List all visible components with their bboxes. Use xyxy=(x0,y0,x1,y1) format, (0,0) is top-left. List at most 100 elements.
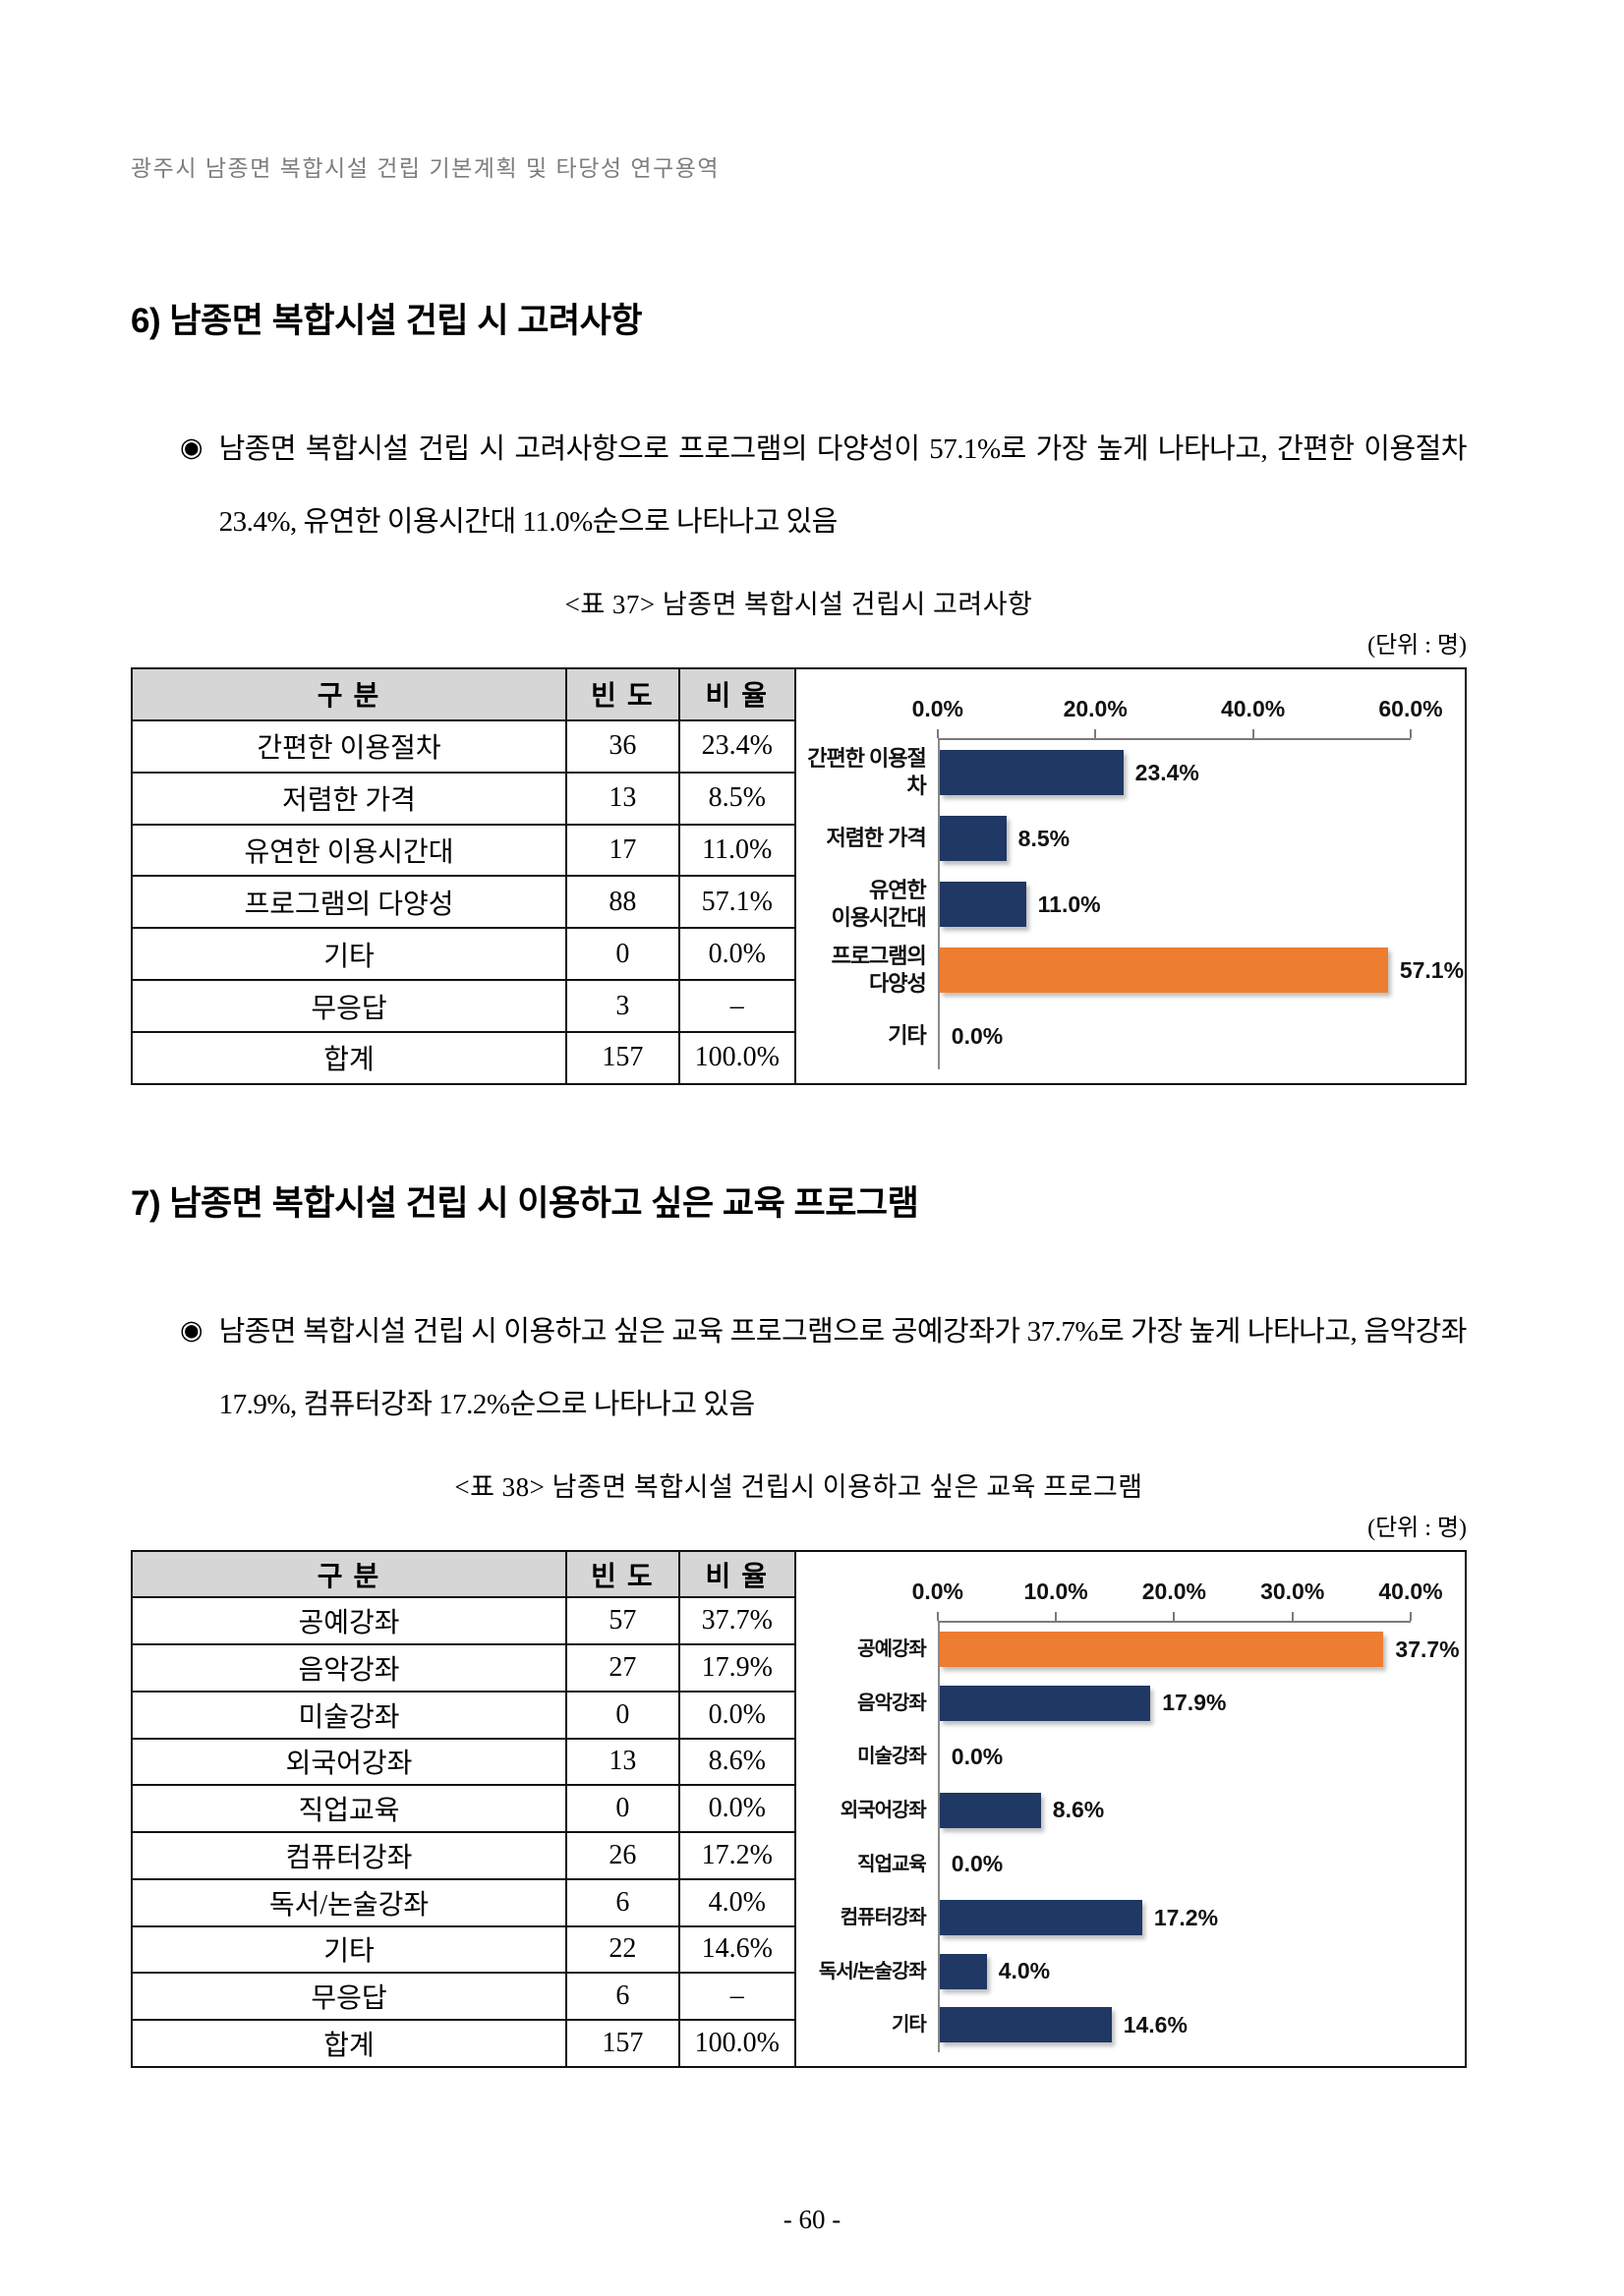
table-37-row: 유연한 이용시간대 17 11.0% xyxy=(131,823,796,878)
chart-38-bar-track: 4.0% xyxy=(937,1944,1411,1999)
table-37-cell: 유연한 이용시간대 xyxy=(131,823,567,878)
chart-38-category-label: 미술강좌 xyxy=(857,1746,927,1768)
table-37-cell: 8.5% xyxy=(677,771,796,826)
chart-38-bar-value: 0.0% xyxy=(951,1743,1004,1769)
table-37-cell: 저렴한 가격 xyxy=(131,771,567,826)
chart-38-plot-area: 공예강좌 37.7% 음악강좌 17.9% 미술강좌 0.0% 외국어강좌 8.6% 직업교육 0… xyxy=(802,1622,1460,2052)
chart-38-bar xyxy=(939,1900,1142,1936)
chart-37-bar xyxy=(939,947,1388,994)
table-38-caption: <표 38> 남종면 복합시설 건립시 이용하고 싶은 교육 프로그램 xyxy=(454,1471,1143,1502)
chart-37-tick-mark xyxy=(1251,728,1254,738)
table-38-cell: 57 xyxy=(564,1596,680,1646)
chart-38-bar-value: 8.6% xyxy=(1052,1797,1105,1823)
table-37-cell: 13 xyxy=(564,771,680,826)
table-37-cell: 3 xyxy=(564,979,680,1033)
table-37-cell: 기타 xyxy=(131,927,567,982)
table-38-cell: 22 xyxy=(564,1924,680,1975)
table-38-cell: 17.2% xyxy=(677,1831,796,1880)
table-38-cell: 14.6% xyxy=(677,1924,796,1975)
chart-38: 0.0% 10.0% 20.0% 30.0% 40.0% 공예강좌 37.7% 음악강좌 17.… xyxy=(795,1549,1467,2068)
chart-37-bar-track: 23.4% xyxy=(937,739,1411,806)
table-37-cell: 23.4% xyxy=(677,718,796,774)
chart-37-tick-label: 20.0% xyxy=(1063,695,1128,721)
chart-38-bar-row: 공예강좌 37.7% xyxy=(802,1622,1460,1677)
table-37-cell: 157 xyxy=(564,1031,680,1085)
table-38-cell: 17.9% xyxy=(677,1643,796,1693)
table-38-cell: 0 xyxy=(564,1690,680,1740)
chart-37-bar-row: 저렴한 가격 8.5% xyxy=(802,805,1411,872)
chart-37-bar-value: 11.0% xyxy=(1037,890,1101,917)
chart-37-tick-label: 60.0% xyxy=(1378,695,1443,721)
chart-38-bar-value: 14.6% xyxy=(1123,2011,1188,2038)
table-38-cell: 0.0% xyxy=(677,1690,796,1740)
chart-37-tick-label: 0.0% xyxy=(911,695,963,721)
chart-37-tick-label: 40.0% xyxy=(1220,695,1286,721)
chart-38-tick-mark xyxy=(1409,1611,1412,1621)
chart-37-bar-value: 23.4% xyxy=(1134,759,1199,785)
chart-38-category-label: 외국어강좌 xyxy=(840,1799,927,1821)
table-37-cell: 57.1% xyxy=(677,875,796,930)
chart-38-bar-row: 직업교육 0.0% xyxy=(802,1837,1411,1891)
table-38-cell: 무응답 xyxy=(131,1972,567,2021)
chart-37-category-label: 유연한 이용시간대 xyxy=(831,877,927,931)
chart-38-bar xyxy=(939,1792,1041,1828)
table-38-cell: 음악강좌 xyxy=(131,1643,567,1693)
chart-37-bar-row: 간편한 이용절차 23.4% xyxy=(802,739,1411,806)
chart-37-category-label: 기타 xyxy=(888,1023,926,1049)
chart-38-tick-label: 20.0% xyxy=(1141,1578,1206,1604)
table-38-cell: 기타 xyxy=(131,1924,567,1975)
table-37-cell: – xyxy=(677,979,796,1033)
table-38-cell: 0 xyxy=(564,1784,680,1834)
table-37-cell: 11.0% xyxy=(677,823,796,878)
chart-37-bar-track: 8.5% xyxy=(937,805,1411,872)
chart-37-bar xyxy=(939,750,1124,796)
chart-38-bar-row: 외국어강좌 8.6% xyxy=(802,1783,1411,1838)
chart-37-bar-row: 기타 0.0% xyxy=(802,1003,1411,1069)
chart-38-bar-track: 17.2% xyxy=(937,1890,1411,1945)
section-6-paragraph-text: 남종면 복합시설 건립 시 고려사항으로 프로그램의 다양성이 57.1%로 가… xyxy=(218,433,1468,538)
table-38-cell: – xyxy=(677,1972,796,2021)
section-6-bullet-paragraph: ◉ 남종면 복합시설 건립 시 고려사항으로 프로그램의 다양성이 57.1%로… xyxy=(131,414,1468,559)
table-37-header-cell: 비 율 xyxy=(677,666,796,721)
chart-38-bar-value: 37.7% xyxy=(1395,1636,1460,1662)
table-38-row: 음악강좌 27 17.9% xyxy=(131,1643,796,1693)
chart-38-tick-label: 0.0% xyxy=(911,1578,963,1604)
chart-38-tick-mark xyxy=(936,1611,939,1621)
table-38-cell: 0.0% xyxy=(677,1784,796,1834)
table-38-cell: 독서/논술강좌 xyxy=(131,1877,567,1927)
chart-38-category-label: 음악강좌 xyxy=(857,1692,927,1714)
table-38-cell: 6 xyxy=(564,1877,680,1927)
table-38-cell: 8.6% xyxy=(677,1737,796,1787)
table-38-cell: 13 xyxy=(564,1737,680,1787)
chart-38-tick-label: 10.0% xyxy=(1023,1578,1088,1604)
chart-38-bar-value: 17.9% xyxy=(1162,1690,1227,1716)
chart-38-category-label: 직업교육 xyxy=(857,1853,927,1875)
table-38-cell: 합계 xyxy=(131,2018,567,2068)
table-38-header-cell: 구 분 xyxy=(131,1549,567,1599)
table-38-row: 무응답 6– xyxy=(131,1972,796,2021)
chart-38-bar xyxy=(939,1685,1151,1721)
table-37-cell: 프로그램의 다양성 xyxy=(131,875,567,930)
chart-37-category-label: 저렴한 가격 xyxy=(826,826,926,851)
chart-38-bar-row: 컴퓨터강좌 17.2% xyxy=(802,1890,1411,1945)
chart-37-bar xyxy=(939,816,1007,862)
table-38-row: 독서/논술강좌 6 4.0% xyxy=(131,1877,796,1927)
chart-38-category-label: 컴퓨터강좌 xyxy=(840,1907,927,1929)
section-6: 6) 남종면 복합시설 건립 시 고려사항 ◉ 남종면 복합시설 건립 시 고려… xyxy=(131,293,1468,1085)
table-38-cell: 4.0% xyxy=(677,1877,796,1927)
chart-37-bar xyxy=(939,882,1026,928)
table-37-cell: 36 xyxy=(564,718,680,774)
table-38-cell: 직업교육 xyxy=(131,1784,567,1834)
table-37-row: 기타 0 0.0% xyxy=(131,927,796,982)
chart-38-tick-label: 40.0% xyxy=(1378,1578,1443,1604)
table-38-row: 기타 22 14.6% xyxy=(131,1924,796,1975)
table-38-row: 직업교육 0 0.0% xyxy=(131,1784,796,1834)
chart-37-bar-track: 57.1% xyxy=(937,937,1464,1004)
chart-37-tick-mark xyxy=(936,728,939,738)
section-7-heading: 7) 남종면 복합시설 건립 시 이용하고 싶은 교육 프로그램 xyxy=(131,1183,919,1223)
table-37-cell: 100.0% xyxy=(677,1031,796,1085)
